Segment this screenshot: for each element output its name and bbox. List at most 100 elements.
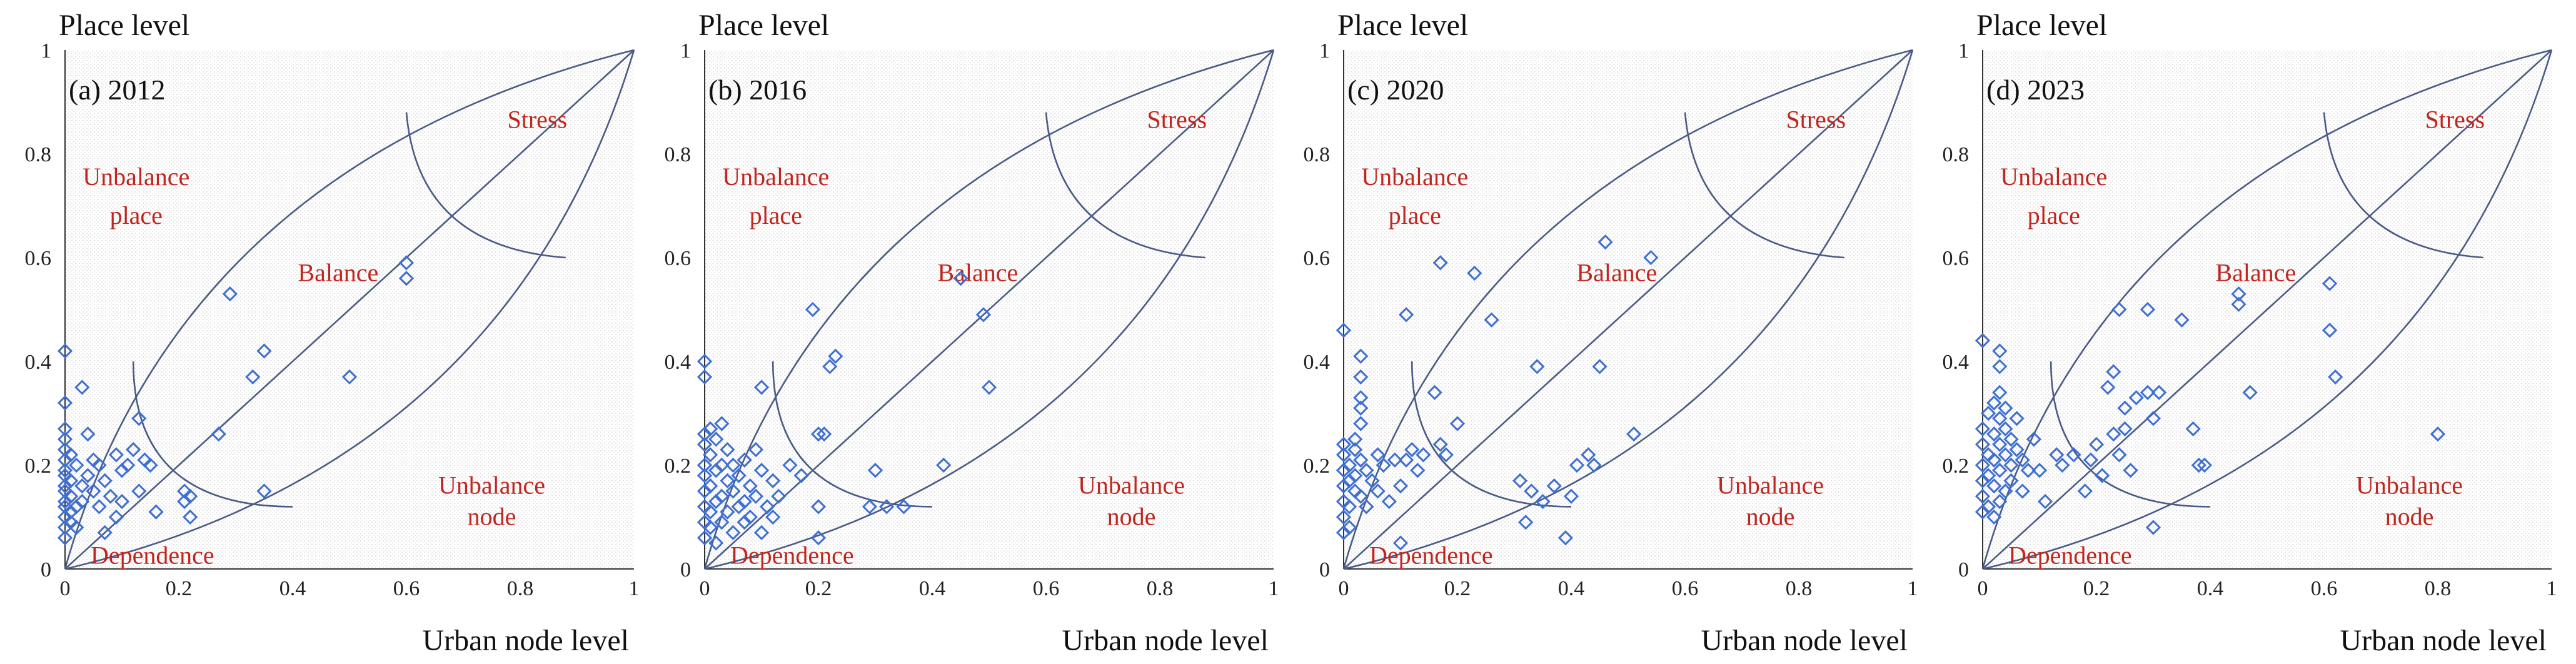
data-point [2128,390,2144,406]
data-point [2037,493,2053,510]
y-tick-label: 0.4 [1943,351,1970,374]
data-point [1980,499,1996,515]
x-tick-label: 0.4 [2197,577,2224,600]
data-point [753,380,770,395]
y-tick-label: 0.2 [1943,455,1970,478]
data-point [1336,509,1352,525]
data-point [828,348,843,364]
dependence-arc [132,361,293,508]
y-tick-label: 0.6 [665,247,692,270]
y-tick-label: 0 [1958,558,1969,581]
data-point [702,421,718,437]
data-point [1410,463,1426,478]
data-point [1998,483,2013,499]
data-point [2026,431,2042,447]
data-point [2015,452,2030,468]
dependence-arc [2050,361,2211,508]
data-point [2003,473,2019,489]
data-point [2231,296,2246,312]
data-point [2322,323,2338,338]
data-point [1626,426,1642,442]
data-point [708,493,724,510]
data-point [1998,421,2013,437]
data-point [702,478,718,494]
data-point [80,468,96,483]
y-tick-label: 1 [1319,39,1330,63]
data-point [1992,411,2008,426]
data-point [1998,400,2013,416]
data-point [341,369,358,385]
region-unbalance-node-line2: node [1746,502,1795,530]
data-point [1512,473,1528,489]
data-point [2049,447,2065,463]
lower-boundary-curve [704,49,1275,570]
data-point [74,493,90,510]
data-point [1975,473,1991,489]
y-tick-label: 0.2 [665,455,692,478]
y-tick-label: 0.6 [1943,247,1970,270]
data-point [1438,447,1454,463]
x-tick-label: 0.6 [1033,577,1060,600]
data-point [2100,380,2116,395]
region-unbalance-place-line1: Unbalance [1361,163,1468,191]
dependence-arc [772,361,933,508]
x-tick-label: 0.2 [166,577,193,600]
data-point [1398,452,1414,468]
data-point [1986,509,2002,525]
x-axis-title: Urban node level [1062,624,1269,657]
data-point [114,463,130,478]
data-point [1449,416,1466,431]
data-point [771,488,787,504]
data-point [211,426,226,442]
x-tick-label: 0.6 [1672,577,1699,600]
data-point [57,452,73,468]
x-axis-title: Urban node level [2340,624,2547,657]
data-point [1398,307,1414,323]
data-point [1376,457,1391,473]
data-point [63,447,79,463]
data-point [810,499,827,515]
data-point [1387,452,1403,468]
y-tick-label: 0.4 [25,351,52,374]
data-point [103,488,118,504]
data-point [1336,463,1352,478]
data-point [2145,520,2161,535]
x-tick-label: 0 [700,577,710,600]
data-point [2140,301,2156,318]
data-point [1518,515,1534,530]
data-point [725,457,741,473]
data-point [1347,431,1363,447]
region-stress: Stress [508,106,568,134]
data-point [697,468,713,483]
x-axis-title: Urban node level [1701,624,1908,657]
data-point [57,493,73,510]
y-tick-label: 0.8 [25,143,52,166]
data-point [1381,493,1397,510]
data-point [765,473,781,489]
data-point [148,504,164,520]
data-point [1404,441,1420,458]
x-tick-label: 0.8 [2425,577,2452,600]
y-tick-label: 0.8 [1943,143,1970,166]
data-point [2077,483,2093,499]
y-tick-label: 0.8 [1304,143,1331,166]
data-point [1336,525,1352,541]
data-point [896,499,912,515]
region-balance: Balance [1576,258,1657,286]
data-point [2111,301,2127,318]
data-point [1980,405,1996,421]
y-tick-label: 0 [1319,558,1330,581]
data-point [953,271,969,286]
data-point [57,421,73,437]
data-point [80,426,96,442]
y-axis-title: Place level [1337,9,1468,42]
data-point [74,478,90,494]
stress-arc [2323,112,2483,259]
panel-label: (d) 2023 [1986,74,2085,106]
data-point [697,457,713,473]
x-tick-label: 0.8 [1147,577,1174,600]
data-point [1359,499,1374,515]
data-point [74,380,90,395]
panel-1: 00 0.2 0.2 0.4 0.4 0.6 0.6 0.8 0.8 1 1 Place level U… [25,9,640,657]
region-unbalance-node-line2: node [468,502,516,530]
